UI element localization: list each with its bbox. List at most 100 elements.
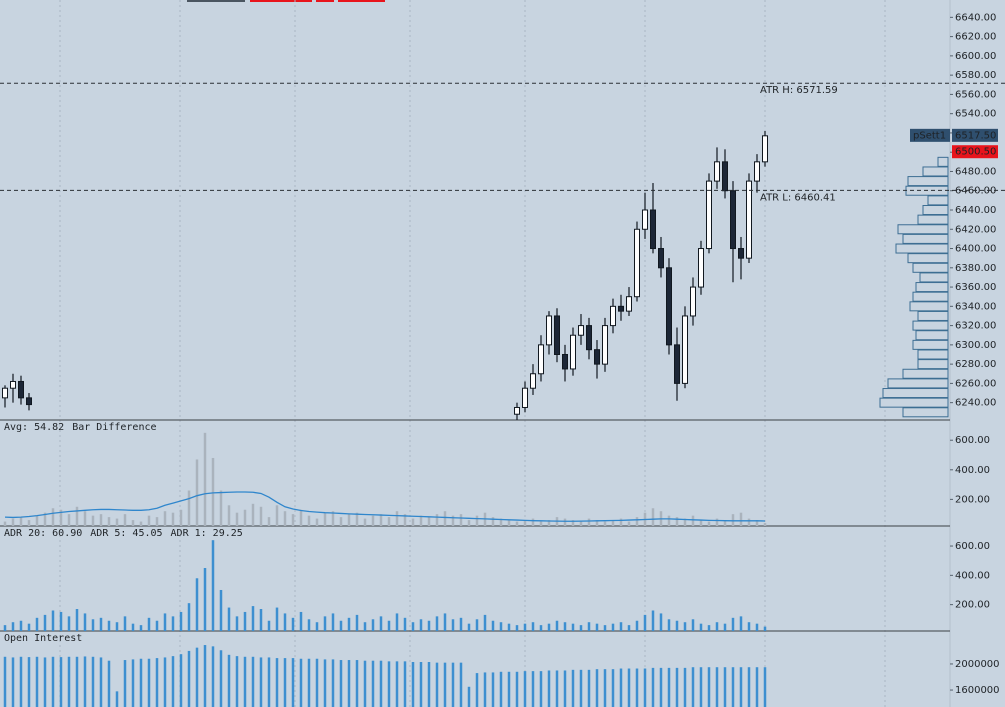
bar [707, 667, 711, 707]
bar [291, 617, 295, 631]
pane-label: Bar Difference [72, 422, 156, 433]
volume-profile-bar [907, 176, 949, 187]
bar [299, 611, 303, 631]
candle-body [26, 397, 32, 406]
bar [315, 622, 319, 631]
pane-label: Open Interest [4, 633, 82, 644]
bar [347, 617, 351, 631]
bar [107, 660, 111, 707]
volume-profile-bar [895, 243, 949, 254]
bar [331, 659, 335, 707]
price-tag-value: 6500.50 [955, 147, 996, 158]
y-tick-label: 6440.00 [955, 205, 996, 216]
volume-profile-bar [919, 272, 949, 283]
bar [475, 515, 479, 526]
bar [339, 620, 343, 631]
bar [731, 667, 735, 707]
candle-body [2, 387, 8, 399]
y-tick-label: 6420.00 [955, 224, 996, 235]
bar [499, 671, 503, 707]
volume-profile-bar [909, 301, 949, 312]
bar [171, 616, 175, 631]
y-tick-label: 200.00 [955, 494, 990, 505]
bar [491, 672, 495, 707]
pane-label: Avg: 54.82 [4, 422, 64, 433]
bar [67, 656, 71, 707]
bar [27, 623, 31, 631]
toolbar-button[interactable] [316, 0, 334, 2]
bar [467, 623, 471, 631]
volume-profile-bar [917, 359, 949, 370]
bar [587, 518, 591, 526]
y-tick-label: 6320.00 [955, 321, 996, 332]
bar [195, 647, 199, 707]
bar [499, 622, 503, 631]
bar [755, 520, 759, 526]
bar [571, 520, 575, 526]
toolbar-button[interactable] [187, 0, 245, 2]
bar [467, 520, 471, 526]
bar [363, 622, 367, 631]
bar [587, 669, 591, 707]
bar [427, 662, 431, 707]
candle-body [562, 353, 568, 370]
bar [147, 515, 151, 526]
y-tick-label: 6240.00 [955, 398, 996, 409]
y-tick-label: 2000000 [955, 659, 1000, 670]
bar [555, 620, 559, 631]
toolbar-button[interactable] [338, 0, 385, 2]
bar [451, 515, 455, 526]
candle-body [674, 344, 680, 384]
bar [483, 672, 487, 707]
bar [267, 517, 271, 526]
volume-profile-bar [897, 224, 949, 235]
volume-profile-bar [922, 205, 949, 215]
bar [363, 518, 367, 526]
bar [427, 517, 431, 526]
bar [3, 625, 7, 631]
price-tag-name-box [910, 128, 950, 142]
candle-body [666, 267, 672, 346]
bar [163, 511, 167, 526]
atr-label: ATR H: 6571.59 [760, 85, 838, 96]
bar [739, 667, 743, 707]
bar [659, 613, 663, 631]
y-tick-label: 6600.00 [955, 51, 996, 62]
bar [667, 619, 671, 631]
candle-body [594, 349, 600, 365]
bar [459, 617, 463, 631]
bar [635, 517, 639, 526]
bar [411, 518, 415, 526]
toolbar-button[interactable] [250, 0, 312, 2]
candle-body [746, 180, 752, 259]
bar [667, 515, 671, 526]
bar [43, 614, 47, 631]
candle-body [722, 161, 728, 192]
bar [523, 623, 527, 631]
bar [515, 671, 519, 707]
bar [195, 459, 199, 526]
bar [659, 667, 663, 707]
bar [187, 650, 191, 707]
bar [243, 656, 247, 707]
bar [283, 511, 287, 526]
bar [395, 613, 399, 631]
bar [435, 662, 439, 707]
volume-profile-bar [915, 330, 949, 341]
y-tick-label: 6480.00 [955, 166, 996, 177]
bar [123, 660, 127, 707]
bar [619, 622, 623, 631]
bar [179, 509, 183, 526]
bar [323, 512, 327, 526]
bar [131, 659, 135, 707]
volume-profile-bar [912, 291, 949, 302]
bar [691, 515, 695, 526]
bar [371, 619, 375, 631]
bar [763, 626, 767, 631]
bar [347, 514, 351, 526]
bar [11, 622, 15, 631]
bar [43, 512, 47, 526]
bar [27, 657, 31, 707]
bar [163, 613, 167, 631]
